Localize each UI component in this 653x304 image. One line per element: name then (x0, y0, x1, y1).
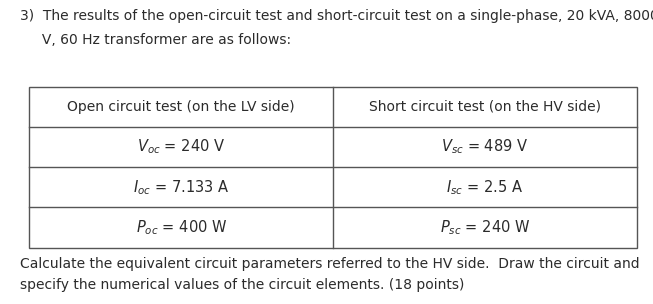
Text: $P_{oc}$ = 400 W: $P_{oc}$ = 400 W (136, 218, 227, 237)
Text: Open circuit test (on the LV side): Open circuit test (on the LV side) (67, 100, 295, 114)
Text: V, 60 Hz transformer are as follows:: V, 60 Hz transformer are as follows: (20, 33, 291, 47)
Text: Short circuit test (on the HV side): Short circuit test (on the HV side) (369, 100, 601, 114)
Text: 3)  The results of the open-circuit test and short-circuit test on a single-phas: 3) The results of the open-circuit test … (20, 9, 653, 23)
Text: $P_{sc}$ = 240 W: $P_{sc}$ = 240 W (439, 218, 530, 237)
Bar (29, 87, 637, 248)
Text: $V_{oc}$ = 240 V: $V_{oc}$ = 240 V (137, 138, 225, 157)
Text: $I_{oc}$ = 7.133 A: $I_{oc}$ = 7.133 A (133, 178, 229, 197)
Text: specify the numerical values of the circuit elements. (18 points): specify the numerical values of the circ… (20, 278, 464, 292)
Text: $V_{sc}$ = 489 V: $V_{sc}$ = 489 V (441, 138, 528, 157)
Text: $I_{sc}$ = 2.5 A: $I_{sc}$ = 2.5 A (446, 178, 524, 197)
Text: Calculate the equivalent circuit parameters referred to the HV side.  Draw the c: Calculate the equivalent circuit paramet… (20, 257, 639, 271)
